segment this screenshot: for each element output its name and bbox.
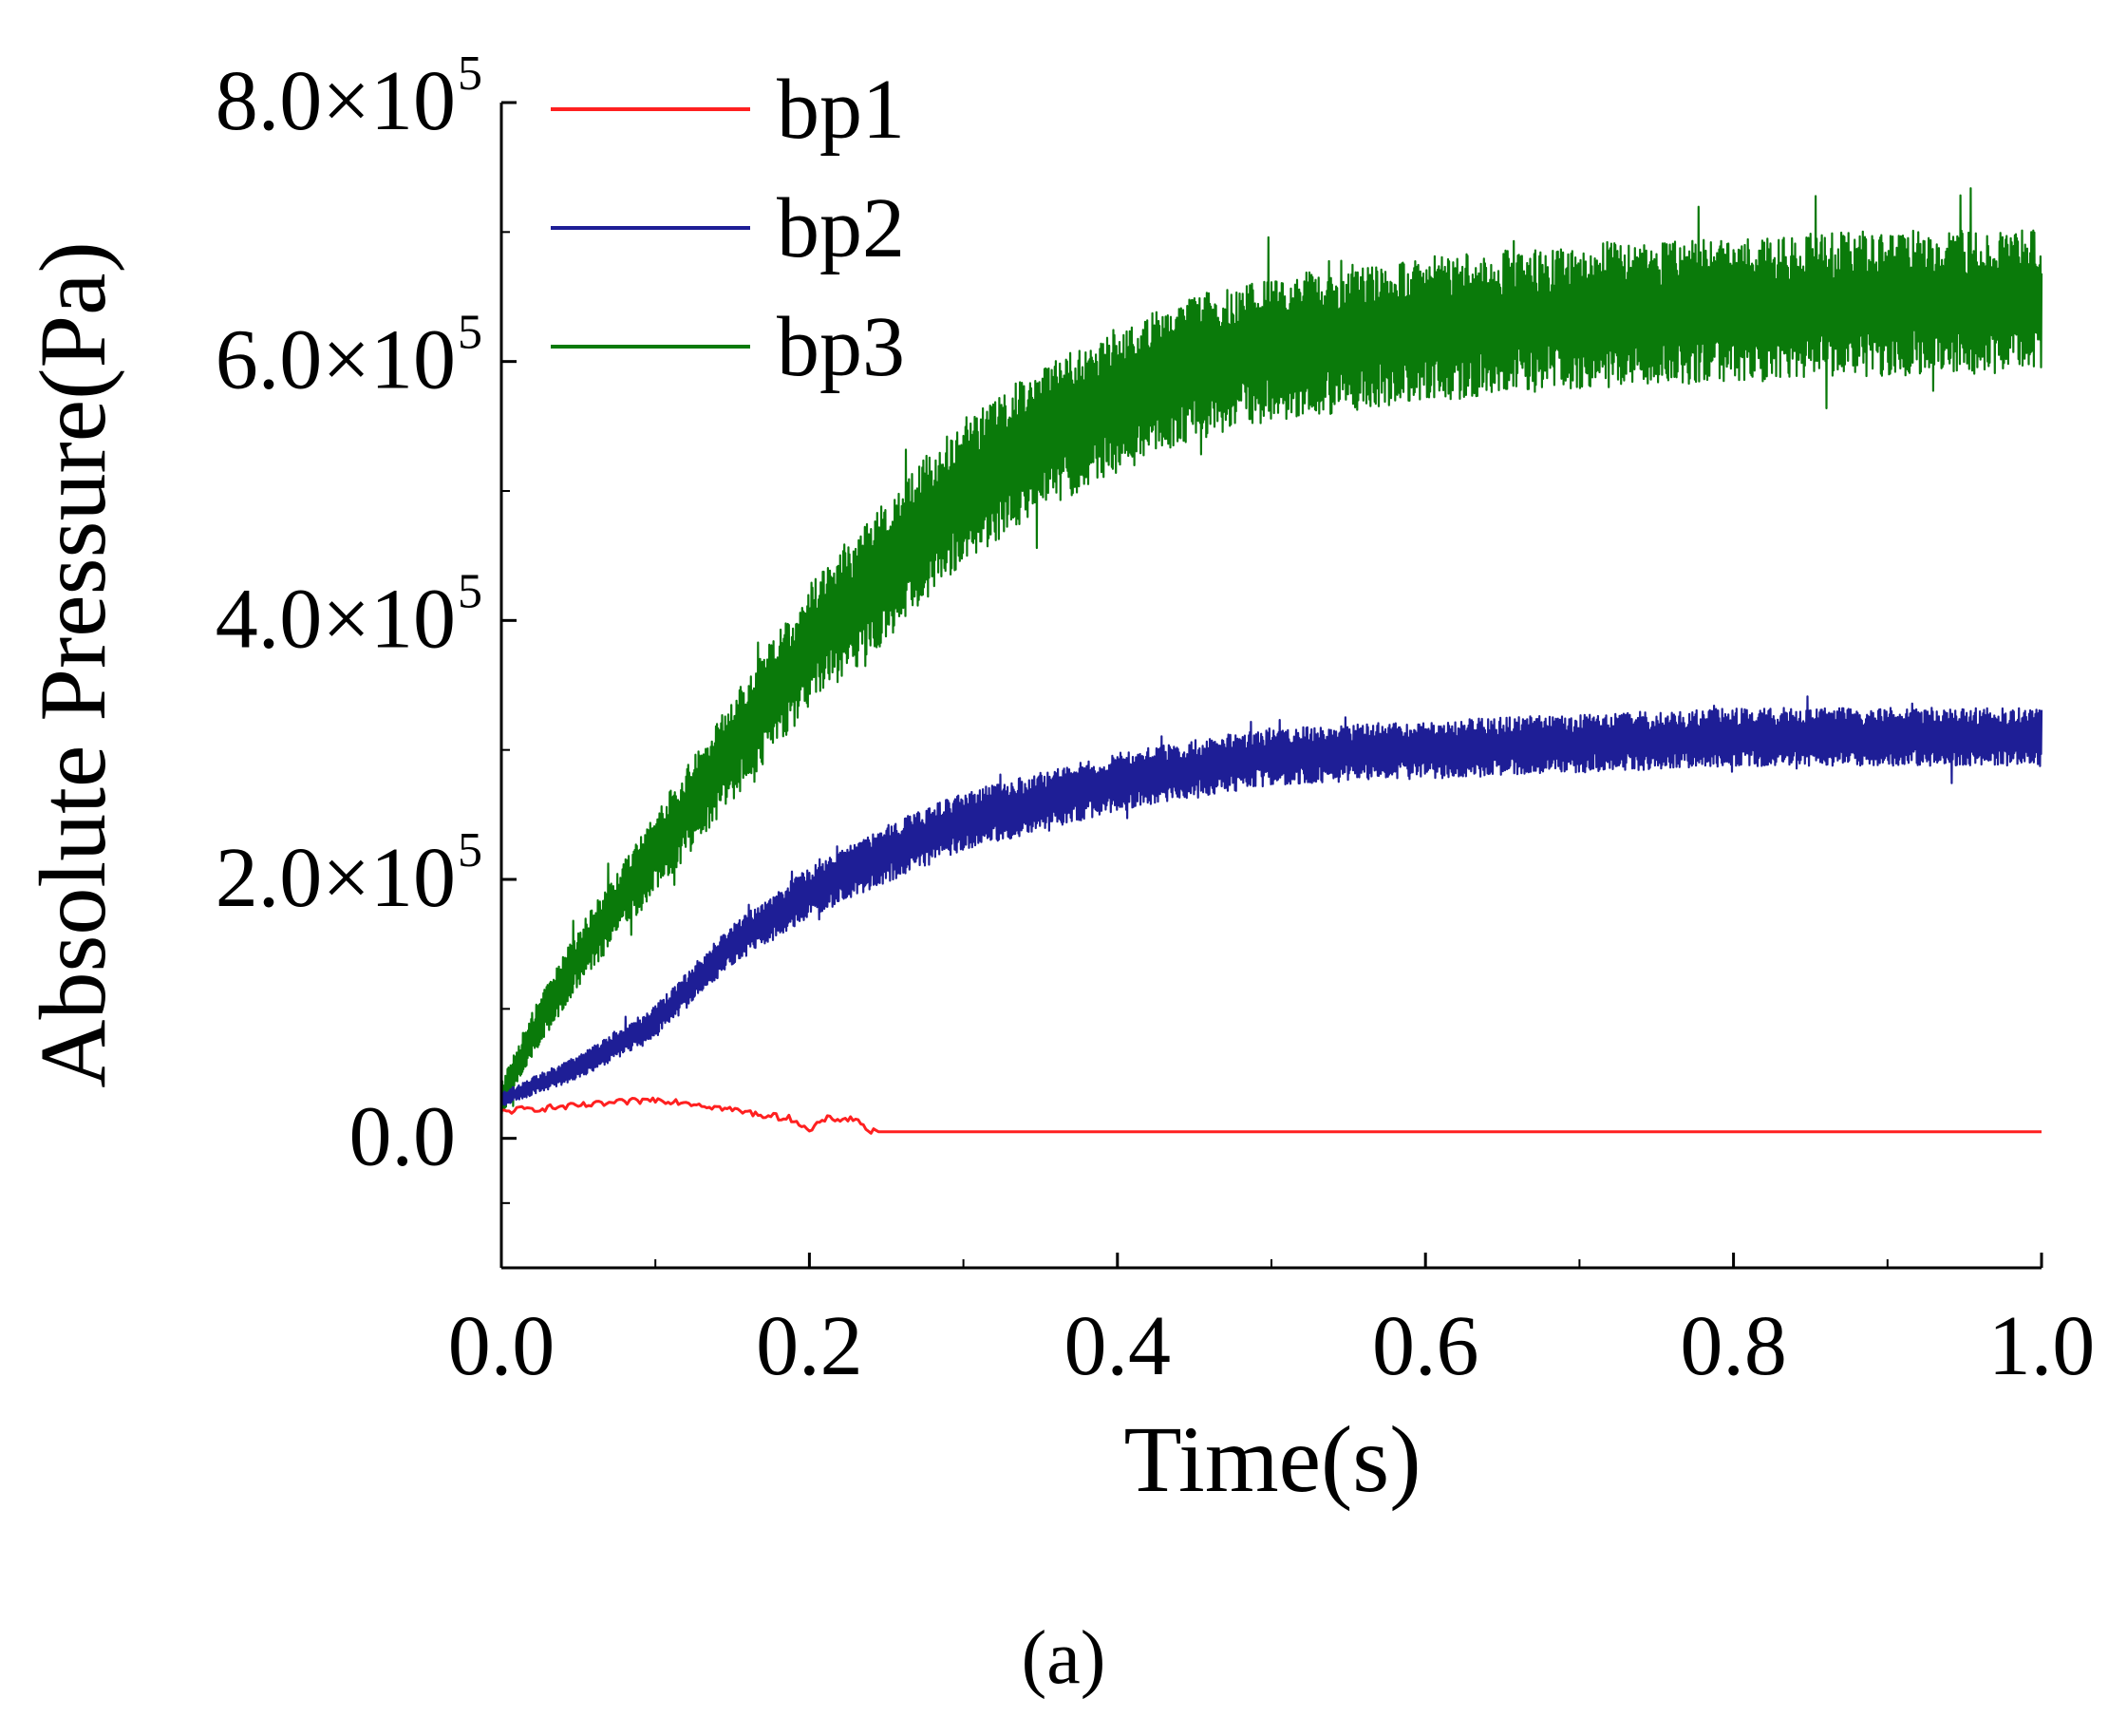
series-line-bp2 (499, 695, 2043, 1106)
legend-label-bp2: bp2 (777, 181, 905, 275)
x-tick-label: 0.8 (1680, 1299, 1787, 1393)
legend-label-bp1: bp1 (777, 63, 905, 157)
legend-label-bp3: bp3 (777, 300, 905, 394)
y-tick-exponent: 5 (458, 564, 482, 618)
y-tick-label: 6.0×10 (216, 313, 456, 407)
series-line-bp3 (499, 187, 2043, 1115)
series-layer (499, 187, 2043, 1135)
x-tick-label: 0.2 (756, 1299, 863, 1393)
y-ticks: 0.02.0×10 54.0×10 56.0×10 58.0×10 5 (216, 47, 517, 1204)
x-ticks: 0.0 0.2 0.4 0.6 0.8 1.0 (448, 1253, 2096, 1393)
axes: 0.0 0.2 0.4 0.6 0.8 1.0 0.02.0×10 54.0×10 56.0×… (216, 47, 2096, 1393)
x-tick-label: 1.0 (1988, 1299, 2096, 1393)
y-tick-exponent: 5 (458, 306, 482, 360)
y-tick-label: 0.0 (349, 1090, 457, 1184)
y-tick-exponent: 5 (458, 47, 482, 101)
x-axis-title: Time(s) (1123, 1406, 1421, 1512)
y-tick-label: 8.0×10 (216, 54, 456, 148)
figure-caption: (a) (1022, 1616, 1106, 1700)
y-tick-label: 2.0×10 (216, 831, 456, 925)
x-tick-label: 0.0 (448, 1299, 555, 1393)
x-tick-label: 0.6 (1372, 1299, 1479, 1393)
series-line-bp1 (500, 1096, 2042, 1135)
legend: bp1 bp2 bp3 (551, 63, 905, 394)
x-tick-label: 0.4 (1064, 1299, 1172, 1393)
y-tick-exponent: 5 (458, 823, 482, 877)
y-axis-title: Absolute Pressure(Pa) (20, 241, 125, 1088)
y-tick-label: 4.0×10 (216, 572, 456, 666)
